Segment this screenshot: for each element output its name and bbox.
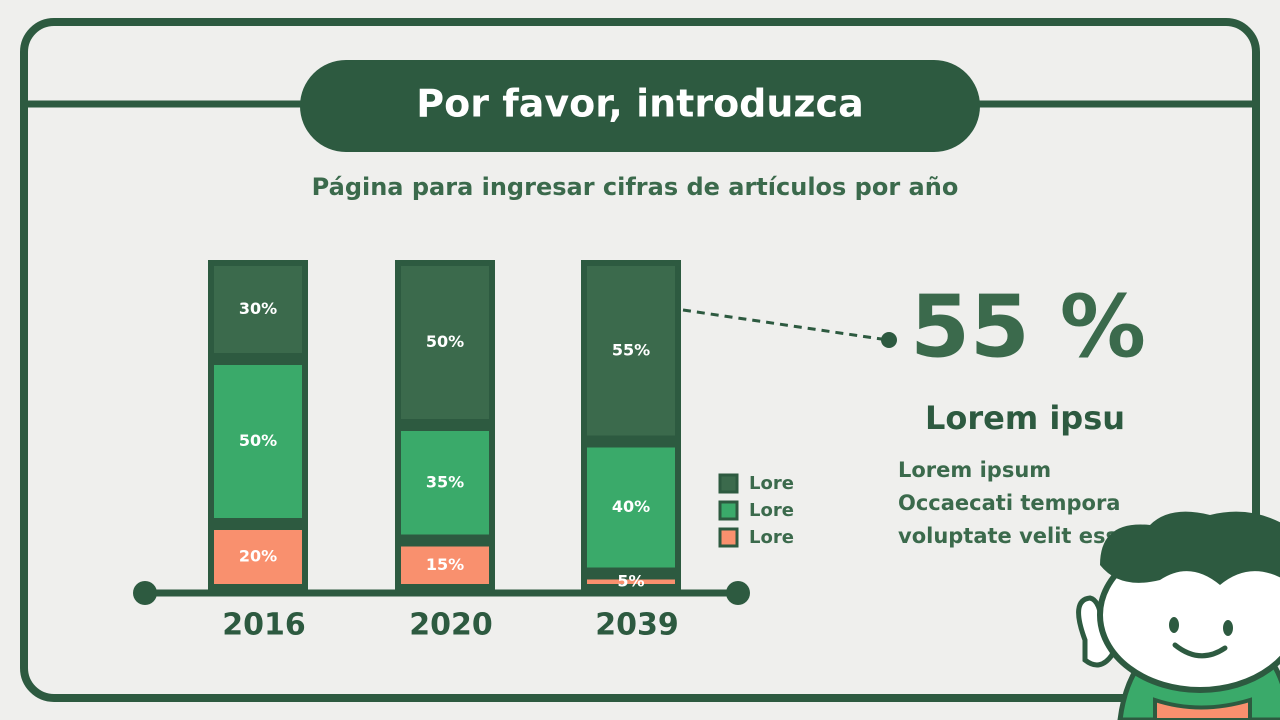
chart: 20% 50% 30% 2016 15% 35% 50% 2020 5% 40% 55% 2039 Lo…: [208, 260, 794, 643]
data-label: 50%: [426, 332, 464, 351]
legend-swatch: [718, 527, 739, 548]
callout-dot: [881, 332, 897, 348]
data-label: 40%: [612, 497, 650, 516]
frame: [20, 18, 1260, 702]
callout-line: [682, 308, 889, 342]
chart-title: Por favor, introduzca: [416, 82, 863, 126]
bar-segment: [581, 260, 681, 442]
data-label: 35%: [426, 472, 464, 491]
callout-heading: Lorem ipsu: [925, 399, 1125, 437]
legend-swatch: [718, 473, 739, 494]
callout-line-text: Occaecati tempora: [898, 491, 1120, 515]
chart-subtitle: Página para ingresar cifras de artículos…: [312, 173, 959, 201]
bar-segment: [208, 524, 308, 590]
data-label: 20%: [239, 547, 277, 566]
callout-line-text: Lorem ipsum: [898, 458, 1051, 482]
bar-segment: [208, 359, 308, 524]
x-tick-label: 2020: [409, 608, 493, 643]
bar-segment: [581, 441, 681, 574]
legend-swatch: [718, 500, 739, 521]
x-tick-label: 2016: [222, 608, 306, 643]
bar-segment: [395, 260, 495, 425]
data-label: 55%: [612, 340, 650, 359]
baseline-dot: [133, 581, 157, 605]
legend-label: Lore: [749, 527, 794, 548]
callout-value: 55 %: [910, 277, 1146, 377]
baseline-dot: [726, 581, 750, 605]
legend-label: Lore: [749, 500, 794, 521]
bar-segment: [395, 540, 495, 590]
data-label: 50%: [239, 431, 277, 450]
callout-line-text: voluptate velit esse: [898, 524, 1132, 548]
data-label: 30%: [239, 299, 277, 318]
bar-segment: [395, 425, 495, 541]
legend-label: Lore: [749, 473, 794, 494]
title-pill: [300, 60, 980, 152]
x-tick-label: 2039: [595, 608, 679, 643]
character: [1076, 511, 1280, 720]
bar-segment: [208, 260, 308, 359]
bar-segment: [581, 573, 681, 590]
data-label: 15%: [426, 555, 464, 574]
data-label: 5%: [617, 571, 644, 590]
